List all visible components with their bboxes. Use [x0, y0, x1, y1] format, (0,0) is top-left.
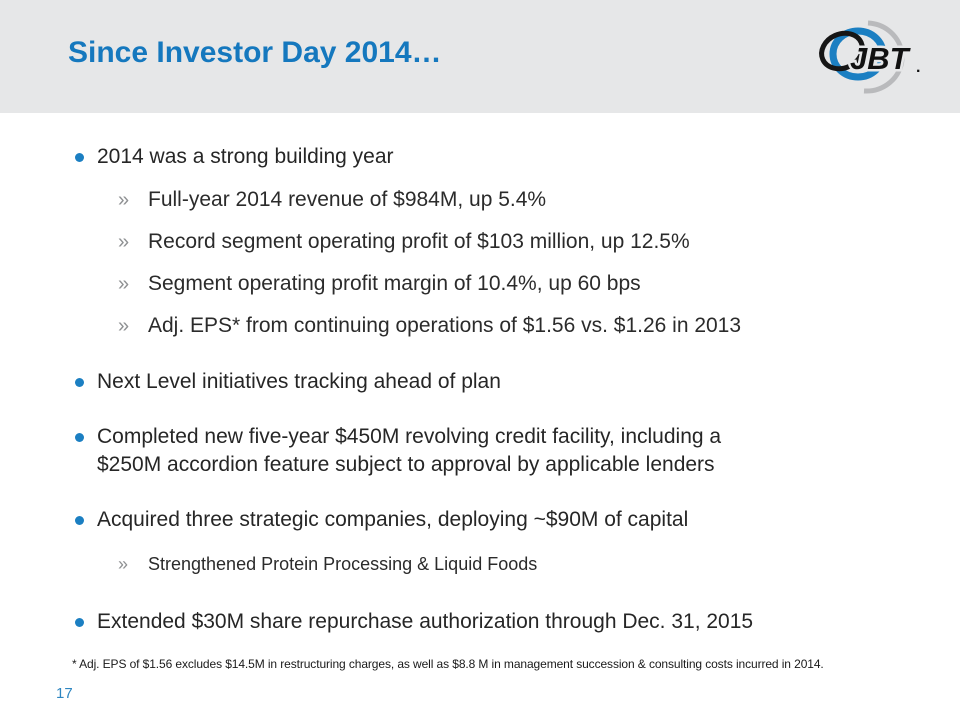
- jbt-logo-icon: JBT .: [819, 20, 920, 94]
- bullet-item: Next Level initiatives tracking ahead of…: [0, 368, 960, 396]
- sub-bullet-item: » Full-year 2014 revenue of $984M, up 5.…: [0, 186, 960, 214]
- chevron-marker-icon: »: [118, 273, 130, 295]
- sub-bullet-text: Strengthened Protein Processing & Liquid…: [148, 554, 538, 574]
- sub-bullet-item: » Strengthened Protein Processing & Liqu…: [0, 552, 960, 576]
- sub-bullet-text: Segment operating profit margin of 10.4%…: [148, 272, 641, 295]
- bullet-dot-icon: [73, 423, 97, 451]
- bullet-dot-icon: [73, 368, 97, 396]
- bullet-text: Next Level initiatives tracking ahead of…: [97, 370, 501, 393]
- chevron-marker-icon: »: [118, 554, 129, 574]
- sub-bullet-text: Full-year 2014 revenue of $984M, up 5.4%: [148, 188, 547, 211]
- sub-bullet-text: Adj. EPS* from continuing operations of …: [148, 314, 742, 337]
- sub-bullet-item: » Segment operating profit margin of 10.…: [0, 270, 960, 298]
- bullet-dot-icon: [73, 506, 97, 534]
- footnote: * Adj. EPS of $1.56 excludes $14.5M in r…: [72, 657, 824, 671]
- sub-bullet-item: » Record segment operating profit of $10…: [0, 228, 960, 256]
- bullet-item: Acquired three strategic companies, depl…: [0, 506, 960, 534]
- sub-bullet-text: Record segment operating profit of $103 …: [148, 230, 690, 253]
- chevron-marker-icon: »: [118, 315, 130, 337]
- bullet-dot-icon: [73, 143, 97, 171]
- bullet-text: Acquired three strategic companies, depl…: [97, 508, 689, 531]
- bullet-item: 2014 was a strong building year: [0, 143, 960, 171]
- bullet-text: 2014 was a strong building year: [97, 145, 394, 168]
- bullet-list: 2014 was a strong building year » Full-y…: [0, 113, 960, 636]
- chevron-marker-icon: »: [118, 231, 130, 253]
- page-title: Since Investor Day 2014…: [68, 36, 442, 69]
- chevron-marker-icon: »: [118, 189, 130, 211]
- jbt-logo-reg-mark: .: [916, 59, 920, 76]
- page-number: 17: [56, 685, 73, 702]
- slide-header: Since Investor Day 2014… JBT .: [0, 0, 960, 113]
- jbt-logo-text: JBT: [850, 41, 912, 76]
- bullet-text: Completed new five-year $450M revolving …: [97, 425, 722, 476]
- bullet-item: Extended $30M share repurchase authoriza…: [0, 608, 960, 636]
- bullet-item: Completed new five-year $450M revolving …: [0, 423, 960, 479]
- bullet-dot-icon: [73, 608, 97, 636]
- sub-bullet-item: » Adj. EPS* from continuing operations o…: [0, 312, 960, 340]
- bullet-text: Extended $30M share repurchase authoriza…: [97, 610, 754, 633]
